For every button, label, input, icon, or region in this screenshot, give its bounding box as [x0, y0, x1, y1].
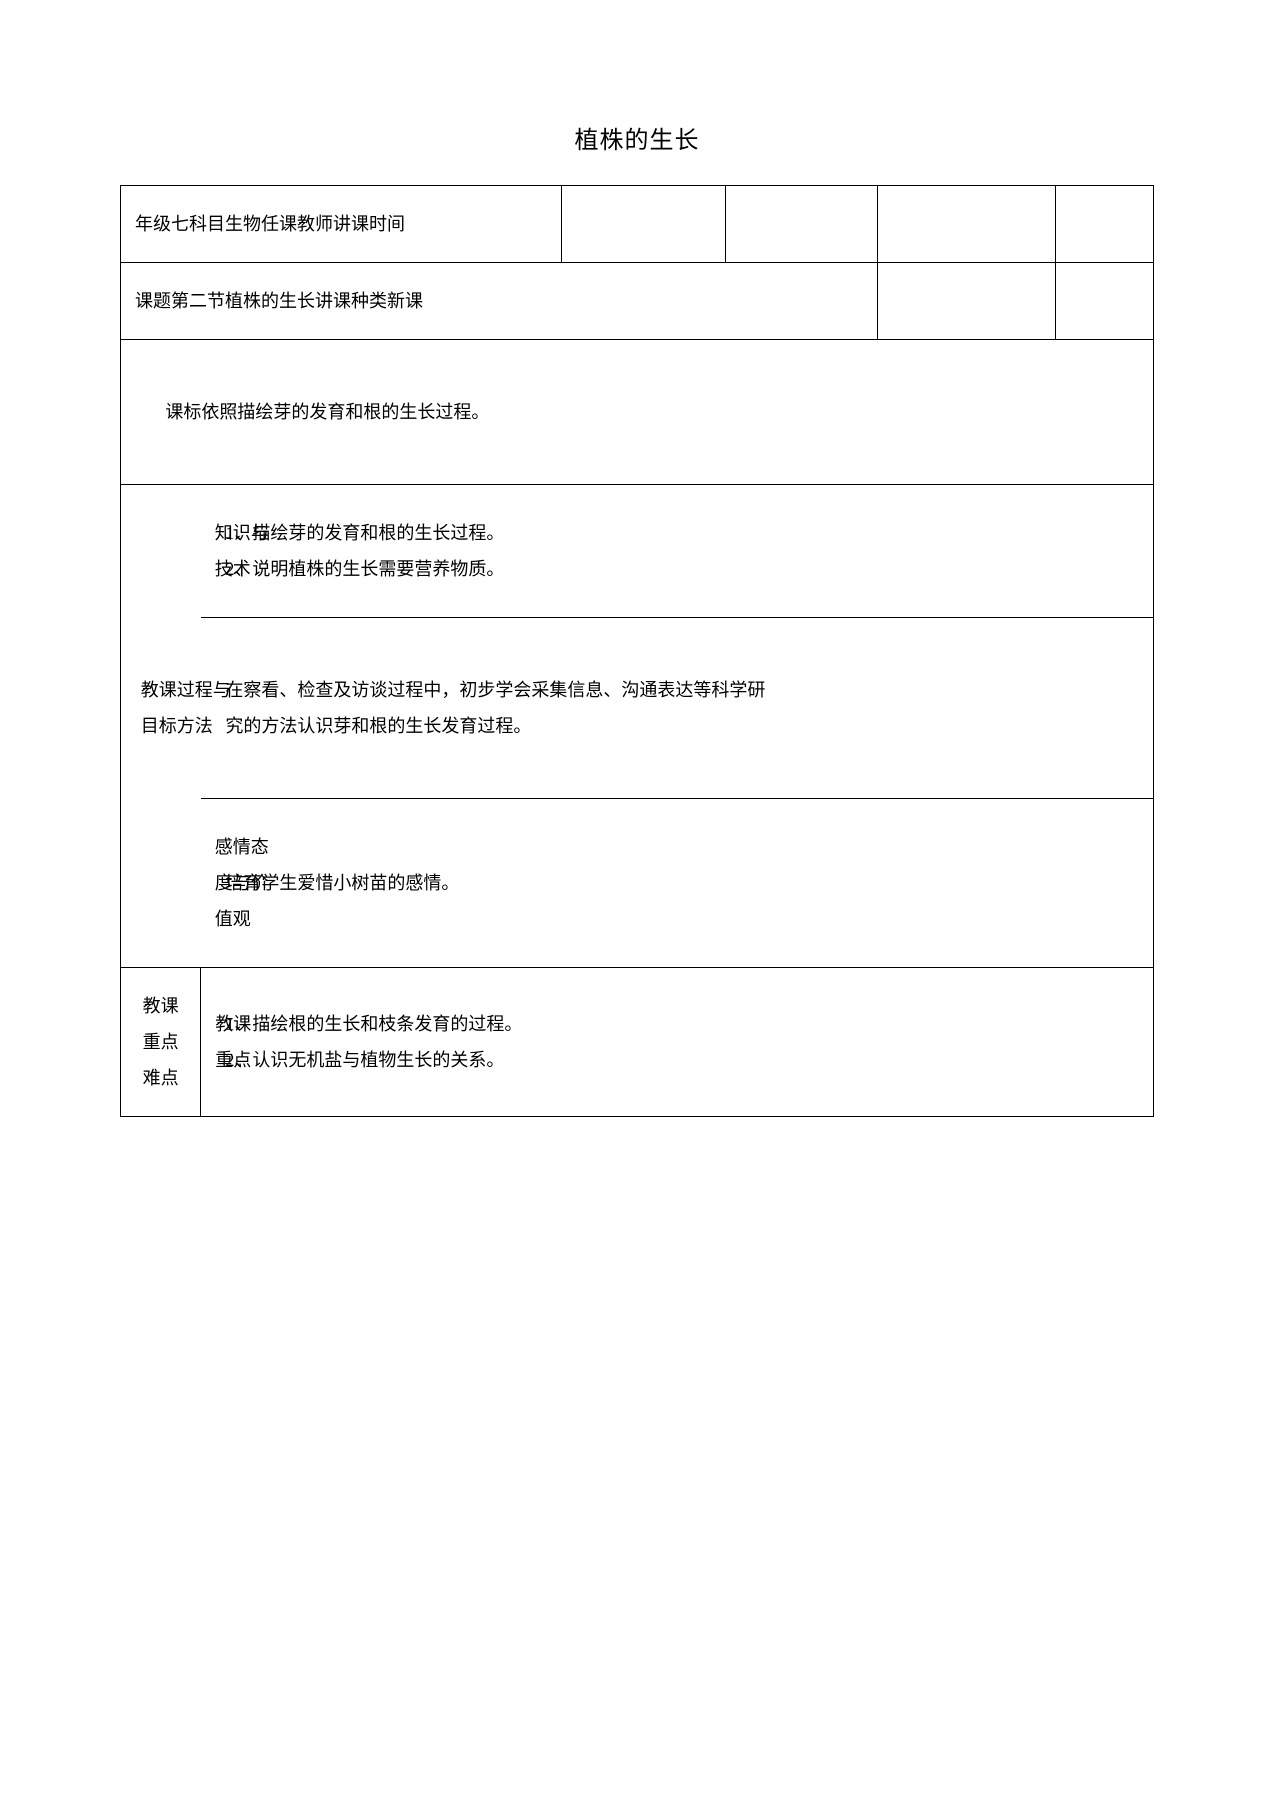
cell-empty: [726, 186, 878, 263]
text: 在察看、检查及访谈过程中，初步学会采集信息、沟通表达等科学研: [225, 672, 1139, 708]
lesson-plan-table: 年级七科目生物任课教师讲课时间 课题第二节植株的生长讲课种类新课 课标依照描绘芽…: [120, 185, 1154, 1117]
cell-grade-subject: 年级七科目生物任课教师讲课时间: [121, 186, 562, 263]
text-block: 在察看、检查及访谈过程中，初步学会采集信息、沟通表达等科学研 究的方法认识芽和根…: [225, 618, 1153, 798]
cell-empty: [561, 186, 726, 263]
table-row: 感情态 度与价 值观 培育学生爱惜小树苗的感情。: [121, 799, 1154, 968]
cell-keydiff-left: 教课 重点 难点: [121, 968, 201, 1117]
cell-process-content: 在察看、检查及访谈过程中，初步学会采集信息、沟通表达等科学研 究的方法认识芽和根…: [285, 618, 1153, 799]
text: 重点: [135, 1024, 186, 1060]
cell-empty: [878, 263, 1056, 340]
cell-standard: 课标依照描绘芽的发育和根的生长过程。: [285, 340, 1153, 485]
doc-title: 植株的生长: [120, 120, 1154, 155]
text: 2、认识无机盐与植物生长的关系。: [225, 1042, 1139, 1078]
cell-empty: [878, 186, 1056, 263]
text: 2、说明植株的生长需要营养物质。: [225, 551, 1139, 587]
text: 究的方法认识芽和根的生长发育过程。: [225, 708, 1139, 744]
cell-knowledge-content: 1、描绘芽的发育和根的生长过程。 2、说明植株的生长需要营养物质。: [285, 485, 1153, 618]
text: 方法: [177, 716, 213, 736]
table-row: 年级七科目生物任课教师讲课时间: [121, 186, 1154, 263]
text: 培育学生爱惜小树苗的感情。: [225, 835, 1153, 931]
text: 目标: [141, 716, 177, 736]
text-block: 1、描绘芽的发育和根的生长过程。 2、说明植株的生长需要营养物质。: [225, 485, 1153, 617]
table-row: 知识与 技术 1、描绘芽的发育和根的生长过程。 2、说明植株的生长需要营养物质。: [121, 485, 1154, 618]
text-block: 1、描绘根的生长和枝条发育的过程。 2、认识无机盐与植物生长的关系。: [225, 986, 1153, 1098]
cell-empty: [1056, 186, 1154, 263]
text: 年级七科目生物任课教师讲课时间: [121, 186, 561, 262]
text: 教课: [141, 680, 177, 700]
text: 过程与: [177, 680, 231, 700]
text: 1、描绘根的生长和枝条发育的过程。: [225, 1006, 1139, 1042]
table-row: 课题第二节植株的生长讲课种类新课: [121, 263, 1154, 340]
text: 感情态: [215, 829, 272, 865]
text-block: 教课 重点 难点: [121, 968, 200, 1116]
page: 植株的生长 年级七科目生物任课教师讲课时间 课题第二节植株的生长讲课种类新课: [0, 0, 1274, 1197]
cell-topic: 课题第二节植株的生长讲课种类新课: [121, 263, 878, 340]
table-row: 课标依照描绘芽的发育和根的生长过程。: [121, 340, 1154, 485]
text: 课题第二节植株的生长讲课种类新课: [121, 263, 877, 339]
text: 课标依照描绘芽的发育和根的生长过程。: [165, 340, 1153, 484]
cell-attitude-content: 培育学生爱惜小树苗的感情。: [285, 799, 1153, 968]
table-row: 教课过程与 目标方法 在察看、检查及访谈过程中，初步学会采集信息、沟通表达等科学…: [121, 618, 1154, 799]
cell-empty: [1056, 263, 1154, 340]
text: 教课: [135, 988, 186, 1024]
cell-keydiff-content: 1、描绘根的生长和枝条发育的过程。 2、认识无机盐与植物生长的关系。: [285, 968, 1153, 1117]
table-row: 教课 重点 难点 教课 重点 1、描绘根的生长和枝条发育的过程。 2、认识无机盐…: [121, 968, 1154, 1117]
text: 难点: [135, 1060, 186, 1096]
text: 1、描绘芽的发育和根的生长过程。: [225, 515, 1139, 551]
